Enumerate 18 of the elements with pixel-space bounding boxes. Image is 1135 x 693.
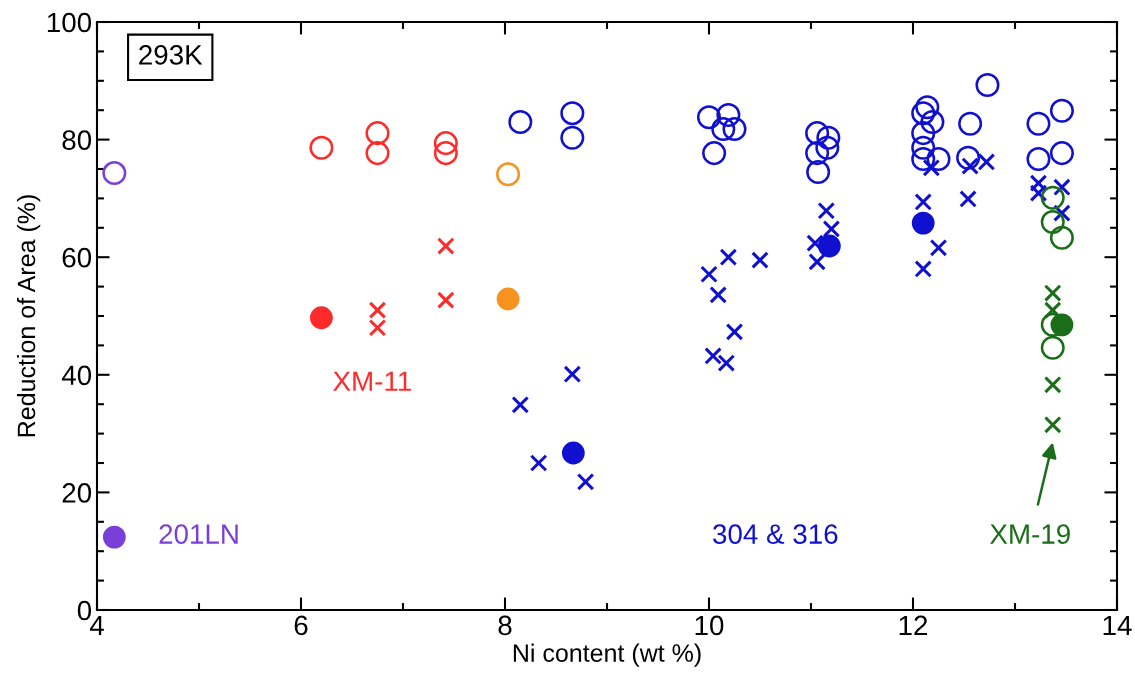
x-tick-label: 12 (899, 615, 928, 635)
text: XM-19 (990, 524, 1070, 544)
y-tick-label: 20 (62, 483, 92, 503)
x-axis-title: Ni content (wt %) (513, 643, 701, 667)
y-tick-label: 100 (47, 12, 92, 33)
x-tick-label: 6 (294, 615, 308, 636)
x-tick-label: 10 (695, 615, 724, 636)
text: 304 & 316 (713, 524, 838, 544)
y-tick-label: 40 (61, 365, 92, 386)
series-label: XM-11 (333, 371, 411, 391)
annotation: 293K (139, 45, 203, 65)
series-label: 201LN (159, 524, 238, 544)
x-tick-label: 8 (498, 615, 512, 636)
y-tick-label: 80 (62, 130, 92, 150)
y-tick-label: 60 (62, 247, 92, 268)
y-tick-label: 0 (77, 600, 92, 621)
y-axis-title: Reduction of Area (%) (16, 195, 41, 437)
x-tick-label: 14 (1103, 615, 1132, 635)
